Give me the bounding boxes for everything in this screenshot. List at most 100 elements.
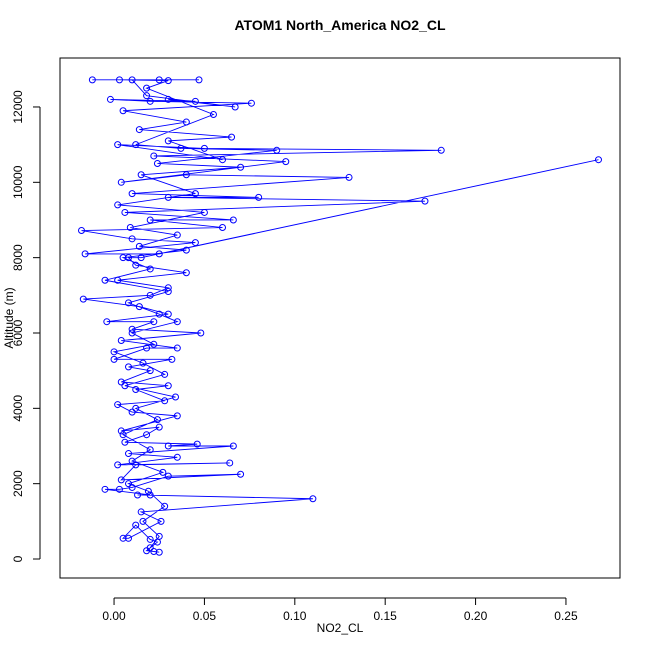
data-point xyxy=(282,158,290,166)
data-point xyxy=(273,146,281,154)
data-point xyxy=(110,348,118,356)
data-point xyxy=(103,318,111,326)
data-point xyxy=(119,431,127,439)
data-point xyxy=(345,173,353,181)
data-point xyxy=(121,438,129,446)
data-point xyxy=(125,534,133,542)
data-point xyxy=(117,337,125,345)
data-point xyxy=(168,355,176,363)
x-tick-label: 0.10 xyxy=(283,609,307,623)
data-point xyxy=(153,416,161,424)
data-point xyxy=(119,254,127,262)
x-tick-label: 0.25 xyxy=(554,609,578,623)
data-point xyxy=(139,359,147,367)
data-point xyxy=(164,77,172,85)
data-point xyxy=(146,491,154,499)
data-point xyxy=(226,459,234,467)
data-point xyxy=(237,470,245,478)
data-point xyxy=(191,239,199,247)
data-point xyxy=(191,190,199,198)
data-point xyxy=(161,502,169,510)
data-point xyxy=(200,208,208,216)
data-point xyxy=(143,84,151,92)
data-point xyxy=(128,190,136,198)
data-point xyxy=(117,378,125,386)
data-point xyxy=(114,276,122,284)
data-point xyxy=(247,99,255,107)
data-point xyxy=(114,401,122,409)
data-point xyxy=(164,288,172,296)
data-point xyxy=(119,107,127,115)
data-point xyxy=(164,95,172,103)
chart-title: ATOM1 North_America NO2_CL xyxy=(234,17,446,33)
data-point xyxy=(159,468,167,476)
data-point xyxy=(155,310,163,318)
y-tick-label: 0 xyxy=(11,555,25,562)
data-point xyxy=(81,250,89,258)
data-point xyxy=(106,95,114,103)
data-point xyxy=(137,171,145,179)
y-tick-label: 12000 xyxy=(11,90,25,124)
data-point xyxy=(161,370,169,378)
plot-frame xyxy=(59,57,621,579)
x-tick-label: 0.20 xyxy=(464,609,488,623)
data-point xyxy=(182,269,190,277)
data-point xyxy=(143,344,151,352)
data-point xyxy=(146,446,154,454)
data-line xyxy=(81,79,599,553)
data-point xyxy=(125,363,133,371)
data-point xyxy=(182,118,190,126)
data-point xyxy=(114,461,122,469)
data-point xyxy=(150,152,158,160)
data-point xyxy=(157,517,165,525)
data-point xyxy=(139,517,147,525)
data-point xyxy=(146,216,154,224)
data-point xyxy=(155,548,163,556)
data-point xyxy=(128,325,136,333)
data-point xyxy=(164,193,172,201)
data-point xyxy=(155,250,163,258)
data-point xyxy=(182,171,190,179)
data-point xyxy=(150,318,158,326)
y-tick-label: 4000 xyxy=(11,395,25,422)
data-point xyxy=(177,144,185,152)
data-point xyxy=(79,295,87,303)
data-point xyxy=(146,265,154,273)
data-point xyxy=(164,382,172,390)
data-point xyxy=(137,254,145,262)
data-point xyxy=(197,329,205,337)
x-tick-label: 0.00 xyxy=(102,609,126,623)
x-axis-label: NO2_CL xyxy=(317,621,364,635)
data-point xyxy=(209,111,217,119)
data-point xyxy=(161,397,169,405)
data-point xyxy=(146,544,154,552)
data-point xyxy=(309,495,317,503)
data-point xyxy=(146,367,154,375)
data-point xyxy=(117,476,125,484)
data-point xyxy=(128,329,136,337)
data-point xyxy=(110,355,118,363)
data-point xyxy=(255,193,263,201)
data-point xyxy=(101,276,109,284)
data-point xyxy=(229,216,237,224)
data-point xyxy=(195,76,203,84)
data-point xyxy=(229,442,237,450)
data-point xyxy=(128,76,136,84)
data-point xyxy=(119,534,127,542)
data-point xyxy=(135,126,143,134)
data-point xyxy=(143,431,151,439)
data-point xyxy=(200,144,208,152)
data-point xyxy=(219,156,227,164)
data-point xyxy=(132,141,140,149)
data-point xyxy=(146,291,154,299)
y-tick-label: 6000 xyxy=(11,319,25,346)
data-point xyxy=(173,412,181,420)
data-point xyxy=(421,197,429,205)
data-point xyxy=(132,261,140,269)
data-point xyxy=(132,461,140,469)
data-point xyxy=(117,178,125,186)
data-point xyxy=(146,535,154,543)
data-point xyxy=(155,532,163,540)
data-point xyxy=(219,224,227,232)
